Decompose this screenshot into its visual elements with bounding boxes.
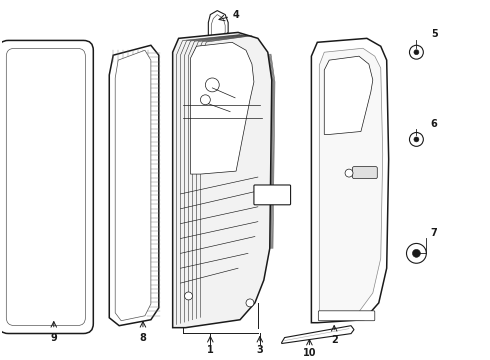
Polygon shape <box>282 326 354 343</box>
FancyBboxPatch shape <box>254 185 291 205</box>
Circle shape <box>414 50 419 55</box>
Text: 7: 7 <box>431 228 438 238</box>
Circle shape <box>407 243 426 263</box>
FancyBboxPatch shape <box>318 311 375 321</box>
Circle shape <box>246 299 254 307</box>
Text: 5: 5 <box>431 30 438 39</box>
Circle shape <box>414 137 419 142</box>
Polygon shape <box>319 48 383 314</box>
Polygon shape <box>324 56 373 134</box>
Text: 1: 1 <box>207 346 214 355</box>
Text: 2: 2 <box>331 334 338 345</box>
Polygon shape <box>311 39 389 323</box>
Circle shape <box>410 45 423 59</box>
Circle shape <box>345 169 353 177</box>
Text: 9: 9 <box>50 333 57 343</box>
Circle shape <box>200 95 210 105</box>
Polygon shape <box>208 10 228 50</box>
Text: 8: 8 <box>140 333 147 343</box>
Circle shape <box>185 292 193 300</box>
Polygon shape <box>109 45 159 326</box>
Text: 3: 3 <box>256 346 263 355</box>
Circle shape <box>205 78 219 92</box>
Text: 4: 4 <box>233 10 240 19</box>
FancyBboxPatch shape <box>352 167 377 179</box>
FancyBboxPatch shape <box>0 40 93 333</box>
Polygon shape <box>211 14 225 48</box>
Polygon shape <box>172 32 272 328</box>
Circle shape <box>410 132 423 147</box>
Text: 10: 10 <box>303 348 316 359</box>
Polygon shape <box>191 42 254 174</box>
Circle shape <box>413 249 420 257</box>
Polygon shape <box>115 50 151 321</box>
Text: 6: 6 <box>431 118 438 129</box>
